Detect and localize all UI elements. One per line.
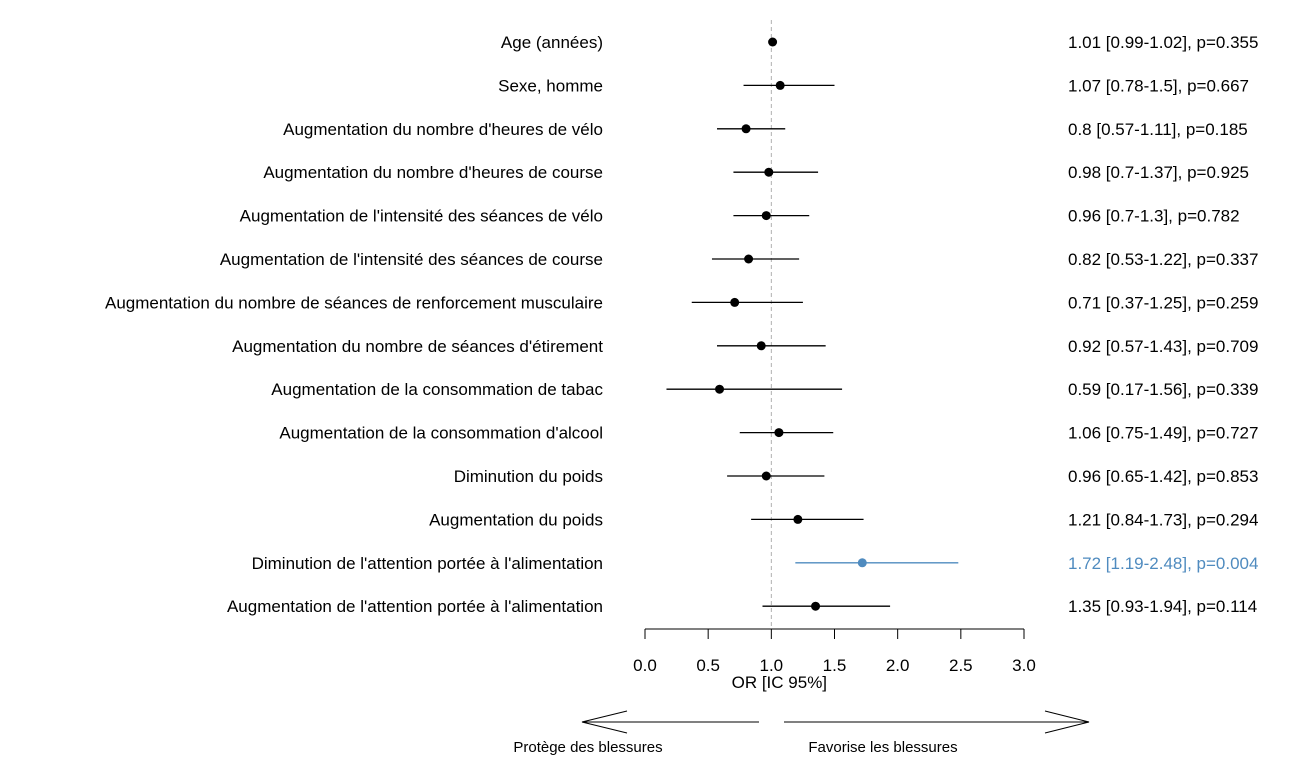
row-label: Augmentation de l'intensité des séances … [220, 250, 603, 269]
row: Augmentation du nombre d'heures de cours… [263, 163, 1249, 182]
row: Augmentation de l'intensité des séances … [240, 207, 1240, 226]
point-estimate [764, 167, 774, 177]
row-estimate-text: 0.82 [0.53-1.22], p=0.337 [1068, 250, 1258, 269]
point-estimate [768, 37, 778, 47]
x-axis-label: OR [IC 95%] [732, 673, 827, 692]
right-arrow-icon [784, 710, 1090, 734]
row-estimate-text: 0.8 [0.57-1.11], p=0.185 [1068, 120, 1248, 139]
point-estimate [730, 297, 740, 307]
row: Augmentation du nombre d'heures de vélo 0… [283, 120, 1248, 139]
direction-arrows: Protège des blessures Favorise les bless… [513, 710, 1090, 756]
row-estimate-text: 0.71 [0.37-1.25], p=0.259 [1068, 293, 1258, 312]
point-estimate [715, 384, 725, 394]
point-estimate [741, 124, 751, 134]
row-label: Augmentation de l'attention portée à l'a… [227, 597, 603, 616]
right-arrow-label: Favorise les blessures [808, 739, 957, 756]
x-tick-label: 0.5 [696, 656, 720, 675]
point-estimate [793, 514, 803, 524]
plot-rows: Age (années) 1.01 [0.99-1.02], p=0.355 Sex… [105, 33, 1258, 616]
row-estimate-text: 1.35 [0.93-1.94], p=0.114 [1068, 597, 1257, 616]
x-tick-label: 3.0 [1012, 656, 1036, 675]
row-estimate-text: 1.01 [0.99-1.02], p=0.355 [1068, 33, 1258, 52]
row-estimate-text: 1.21 [0.84-1.73], p=0.294 [1068, 510, 1258, 529]
row-label: Augmentation du poids [429, 510, 603, 529]
x-tick-label: 0.0 [633, 656, 657, 675]
row-label: Diminution du poids [454, 467, 603, 486]
row: Diminution de l'attention portée à l'ali… [252, 554, 1259, 573]
row: Augmentation du nombre de séances de ren… [105, 293, 1258, 312]
row: Augmentation de la consommation de tabac… [271, 380, 1258, 399]
row: Age (années) 1.01 [0.99-1.02], p=0.355 [501, 33, 1259, 52]
row-estimate-text: 0.98 [0.7-1.37], p=0.925 [1068, 163, 1249, 182]
row-estimate-text: 1.72 [1.19-2.48], p=0.004 [1068, 554, 1258, 573]
row: Augmentation de l'attention portée à l'a… [227, 597, 1257, 616]
row-label: Augmentation de la consommation d'alcool [279, 424, 603, 443]
row-estimate-text: 0.92 [0.57-1.43], p=0.709 [1068, 337, 1258, 356]
x-tick-label: 2.5 [949, 656, 973, 675]
point-estimate [761, 211, 771, 221]
x-tick-label: 1.5 [823, 656, 847, 675]
point-estimate [811, 601, 821, 611]
x-tick-label: 2.0 [886, 656, 910, 675]
row-estimate-text: 0.96 [0.7-1.3], p=0.782 [1068, 207, 1240, 226]
row: Augmentation du nombre de séances d'étir… [232, 337, 1258, 356]
row-label: Age (années) [501, 33, 603, 52]
left-arrow-label: Protège des blessures [513, 739, 662, 756]
row: Sexe, homme 1.07 [0.78-1.5], p=0.667 [498, 76, 1249, 95]
row-label: Augmentation du nombre d'heures de vélo [283, 120, 603, 139]
row-label: Augmentation du nombre d'heures de cours… [263, 163, 603, 182]
x-tick-label: 1.0 [760, 656, 784, 675]
row-label: Augmentation du nombre de séances de ren… [105, 293, 603, 312]
row-label: Augmentation de l'intensité des séances … [240, 207, 603, 226]
row-estimate-text: 1.07 [0.78-1.5], p=0.667 [1068, 76, 1249, 95]
row-label: Augmentation du nombre de séances d'étir… [232, 337, 603, 356]
row-estimate-text: 0.59 [0.17-1.56], p=0.339 [1068, 380, 1258, 399]
row-label: Sexe, homme [498, 76, 603, 95]
point-estimate [756, 341, 766, 351]
row-label: Diminution de l'attention portée à l'ali… [252, 554, 603, 573]
point-estimate [857, 558, 867, 568]
row-estimate-text: 1.06 [0.75-1.49], p=0.727 [1068, 424, 1258, 443]
row: Augmentation de la consommation d'alcool… [279, 424, 1258, 443]
row-estimate-text: 0.96 [0.65-1.42], p=0.853 [1068, 467, 1258, 486]
row: Augmentation du poids 1.21 [0.84-1.73], p… [429, 510, 1258, 529]
point-estimate [744, 254, 754, 264]
point-estimate [761, 471, 771, 481]
point-estimate [774, 428, 784, 438]
left-arrow-icon [581, 710, 759, 734]
point-estimate [775, 80, 785, 90]
row: Diminution du poids 0.96 [0.65-1.42], p=0… [454, 467, 1259, 486]
row-label: Augmentation de la consommation de tabac [271, 380, 603, 399]
row: Augmentation de l'intensité des séances … [220, 250, 1259, 269]
x-axis-ticks: 0.0 0.5 1.0 1.5 2.0 2.5 3.0 [633, 629, 1036, 675]
